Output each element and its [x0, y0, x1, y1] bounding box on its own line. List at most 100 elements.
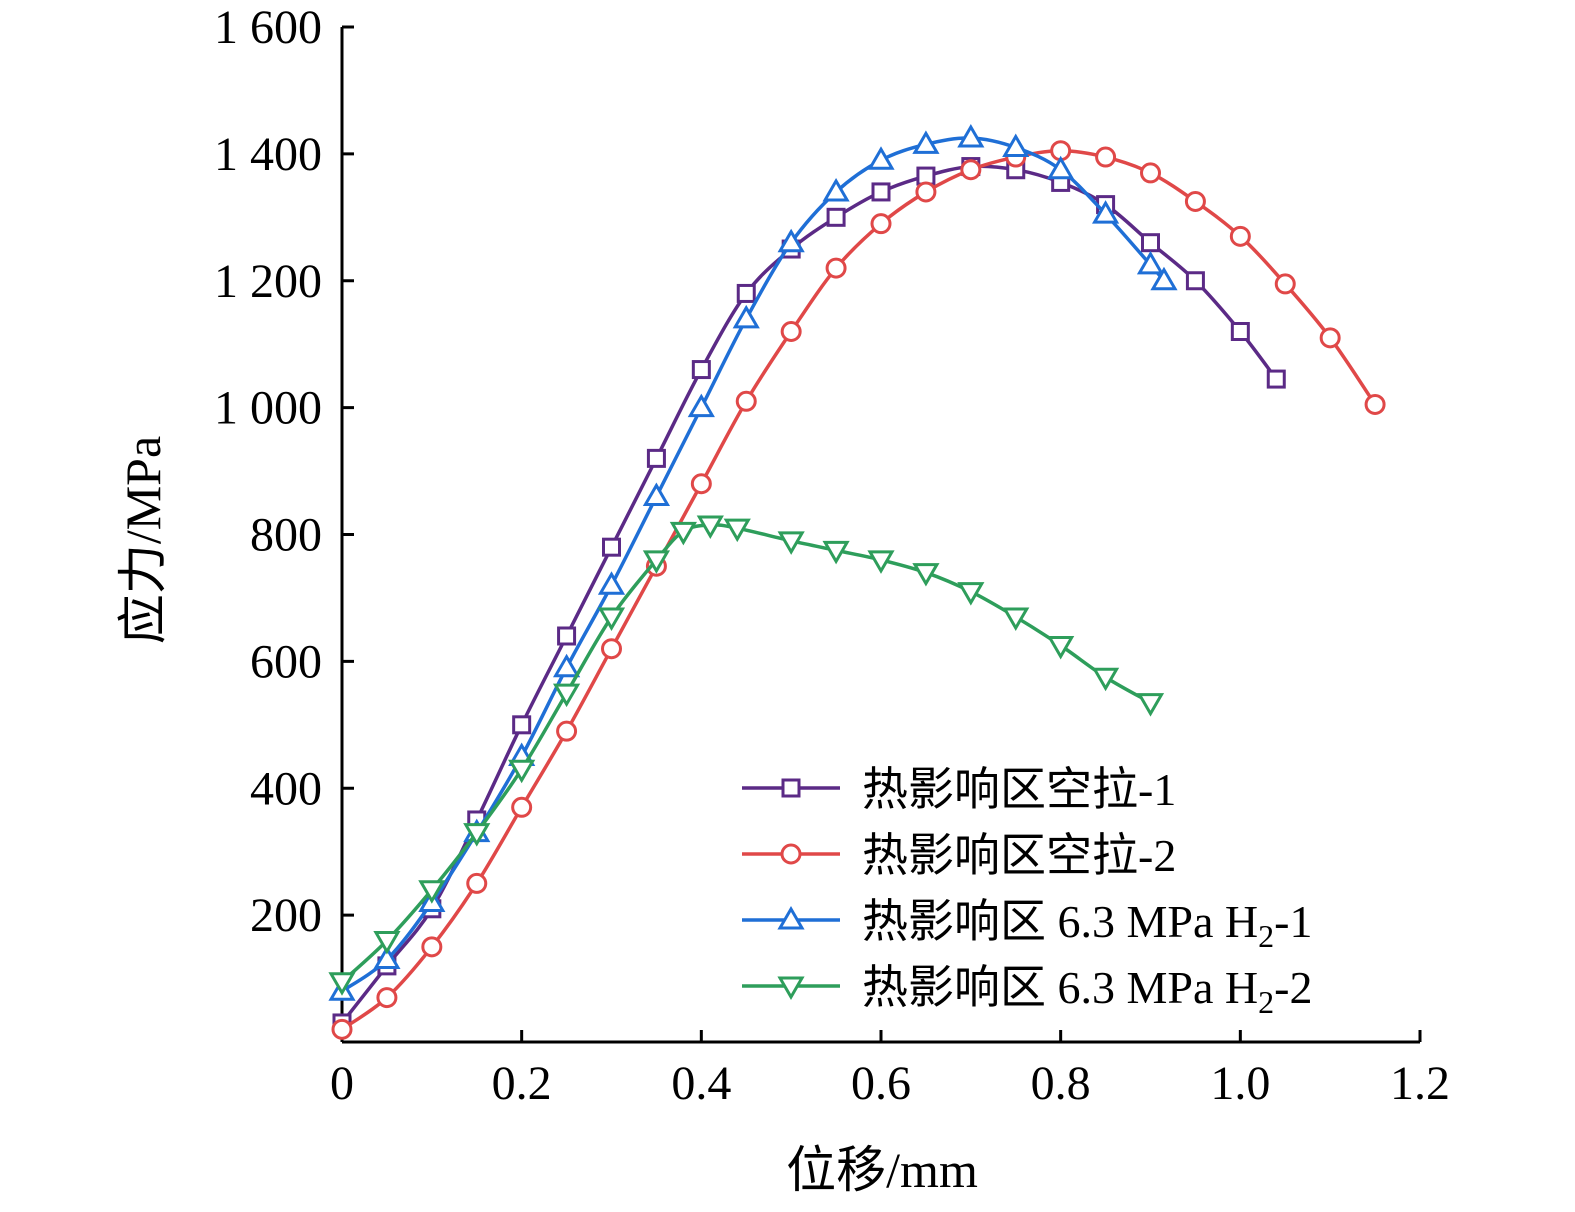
- data-point: [331, 1018, 353, 1040]
- y-axis-label: 应力/MPa: [115, 436, 171, 644]
- x-tick-label: 1.0: [1210, 1057, 1270, 1110]
- data-point: [1002, 607, 1030, 631]
- data-point: [328, 972, 356, 996]
- y-tick-label: 200: [250, 889, 322, 942]
- data-point: [915, 181, 937, 203]
- legend-marker: [777, 906, 805, 930]
- legend-label: 热影响区空拉-2: [862, 830, 1176, 881]
- data-point: [597, 607, 626, 631]
- data-point: [696, 515, 724, 539]
- data-point: [957, 124, 985, 148]
- legend-label-suffix: -2: [1274, 962, 1312, 1013]
- data-point: [1136, 693, 1165, 717]
- data-point: [780, 321, 802, 342]
- data-point: [960, 159, 982, 181]
- data-point: [867, 146, 895, 170]
- data-point: [912, 130, 940, 154]
- data-point: [870, 213, 892, 235]
- data-point: [825, 257, 847, 279]
- data-point: [867, 550, 895, 574]
- data-point: [691, 360, 711, 380]
- data-point: [552, 683, 581, 708]
- legend-marker: [780, 843, 802, 865]
- data-point: [822, 540, 850, 565]
- data-point: [871, 182, 891, 202]
- x-tick-label: 0.4: [671, 1057, 731, 1110]
- data-point: [690, 473, 712, 495]
- axes: 0 0.2 0.4 0.6 0.8 1.0 1.2 200 400 600 800 1 000 1 20…: [214, 1, 1450, 1110]
- data-point: [1266, 369, 1286, 389]
- data-point: [373, 931, 401, 955]
- data-point: [466, 872, 488, 894]
- series-layer: [328, 124, 1386, 1040]
- data-point: [732, 304, 760, 329]
- data-point: [1230, 322, 1250, 341]
- data-point: [1319, 327, 1341, 349]
- data-point: [602, 537, 621, 557]
- data-point: [1184, 190, 1206, 212]
- y-tick-label: 600: [250, 635, 322, 688]
- y-tick-label: 1 000: [214, 382, 322, 435]
- y-tick-label: 1 400: [214, 128, 322, 181]
- x-tick-label: 0.2: [492, 1057, 552, 1110]
- data-point: [418, 880, 446, 904]
- data-point: [1150, 266, 1178, 291]
- data-point: [508, 759, 536, 784]
- legend-marker: [777, 976, 805, 1000]
- data-point: [552, 653, 581, 678]
- series-2: [331, 140, 1386, 1040]
- data-point: [687, 393, 715, 418]
- x-tick-label: 1.2: [1390, 1057, 1450, 1110]
- x-tick-label: 0.6: [851, 1057, 911, 1110]
- data-point: [1136, 250, 1165, 275]
- data-point: [1185, 271, 1205, 291]
- x-tick-label: 0.8: [1031, 1057, 1091, 1110]
- data-point: [1091, 200, 1120, 224]
- legend-marker: [781, 778, 801, 798]
- y-tick-label: 1 600: [214, 1, 322, 54]
- data-point: [511, 796, 533, 818]
- data-point: [1095, 146, 1117, 168]
- data-point: [777, 531, 805, 555]
- data-point: [642, 550, 671, 574]
- data-point: [512, 715, 532, 735]
- data-point: [1229, 225, 1251, 247]
- y-tick-label: 1 200: [214, 255, 322, 308]
- series-4: [328, 515, 1165, 996]
- data-point: [777, 228, 805, 253]
- data-point: [1140, 162, 1161, 184]
- data-point: [463, 823, 491, 847]
- data-point: [376, 987, 398, 1009]
- legend-label: 热影响区空拉-1: [862, 764, 1176, 815]
- data-point: [826, 207, 846, 227]
- x-tick-label: 0: [330, 1057, 354, 1110]
- legend-label: 热影响区 6.3 MPa H2-1: [862, 896, 1312, 954]
- data-point: [1002, 133, 1030, 158]
- data-point: [601, 638, 622, 660]
- legend-entry-4: 热影响区 6.3 MPa H2-2: [742, 962, 1312, 1020]
- legend-entry-1: 热影响区空拉-1: [742, 764, 1176, 815]
- y-tick-label: 400: [250, 762, 322, 815]
- data-point: [1047, 155, 1075, 180]
- x-axis-label: 位移/mm: [786, 1142, 978, 1198]
- data-point: [735, 390, 757, 412]
- data-point: [421, 936, 443, 958]
- data-point: [957, 582, 985, 606]
- data-point: [1141, 233, 1160, 253]
- data-point: [1091, 667, 1120, 692]
- data-point: [912, 563, 940, 587]
- data-point: [556, 720, 578, 742]
- data-point: [669, 521, 697, 546]
- legend-label-subscript: 2: [1258, 918, 1274, 954]
- data-point: [1274, 273, 1296, 295]
- data-point: [597, 571, 626, 595]
- series-line: [340, 164, 1278, 1025]
- data-point: [736, 283, 756, 303]
- data-point: [1364, 393, 1386, 415]
- legend-entry-3: 热影响区 6.3 MPa H2-1: [742, 896, 1312, 954]
- legend-label-subscript: 2: [1258, 984, 1274, 1020]
- legend: 热影响区空拉-1 热影响区空拉-2 热影响区 6.3 MPa H2-1 热影响区 6.…: [742, 764, 1312, 1020]
- legend-label: 热影响区 6.3 MPa H2-2: [862, 962, 1312, 1020]
- legend-label-suffix: -1: [1274, 896, 1312, 947]
